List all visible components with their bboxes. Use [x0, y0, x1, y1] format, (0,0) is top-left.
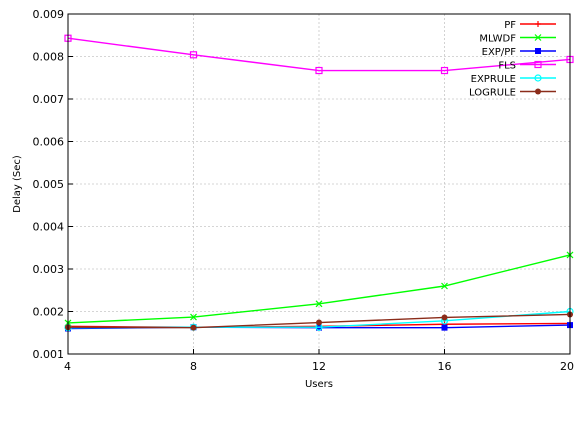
legend-item: LOGRULE	[469, 88, 556, 99]
data-point	[441, 314, 448, 321]
legend-label: LOGRULE	[469, 88, 516, 99]
y-tick-label: 0.001	[33, 348, 65, 361]
data-point	[440, 66, 449, 75]
x-tick-label: 16	[438, 360, 452, 373]
data-point	[534, 34, 542, 41]
tick-labels: 0.001 0.002 0.003 0.004 0.005 0.006 0.007 0.008…	[33, 8, 575, 373]
legend-label: PF	[504, 20, 516, 31]
legend: PF MLWDF EXP/PF FLS EXPRULE LOGRULE	[469, 20, 556, 99]
x-tick-label: 8	[190, 360, 197, 373]
data-point	[190, 324, 197, 331]
data-point	[441, 324, 448, 331]
data-point	[315, 300, 323, 308]
legend-item: PF	[504, 20, 556, 31]
data-point	[535, 48, 541, 54]
x-tick-label: 4	[64, 360, 71, 373]
y-tick-label: 0.008	[33, 51, 65, 64]
data-point	[441, 282, 448, 290]
legend-label: FLS	[498, 61, 516, 72]
y-tick-label: 0.003	[33, 263, 65, 276]
legend-label: EXP/PF	[482, 47, 517, 58]
data-point	[534, 60, 542, 69]
grid-lines	[68, 14, 570, 354]
series-line	[67, 254, 571, 324]
y-tick-label: 0.004	[33, 221, 65, 234]
series-lines	[64, 34, 574, 332]
data-point	[535, 21, 541, 27]
x-axis-title: Users	[305, 379, 333, 390]
legend-item: EXPRULE	[471, 74, 556, 85]
data-point	[315, 66, 323, 75]
legend-item: FLS	[498, 61, 556, 72]
y-axis-title: Delay (Sec)	[12, 155, 23, 213]
series-line	[67, 37, 571, 72]
y-tick-label: 0.002	[33, 306, 65, 319]
legend-label: MLWDF	[479, 34, 516, 45]
legend-item: EXP/PF	[482, 47, 556, 58]
x-tick-label: 20	[560, 360, 574, 373]
series-logrule	[65, 311, 573, 331]
series-mlwdf	[64, 251, 574, 327]
data-point	[535, 88, 541, 95]
data-point	[316, 319, 322, 326]
x-tick-label: 12	[312, 360, 326, 373]
data-point	[190, 313, 197, 321]
data-point	[534, 74, 542, 82]
data-point	[189, 51, 198, 59]
legend-item: MLWDF	[479, 34, 556, 45]
y-tick-label: 0.006	[33, 136, 65, 149]
legend-label: EXPRULE	[471, 74, 516, 85]
y-tick-label: 0.005	[33, 178, 65, 191]
y-tick-label: 0.009	[33, 8, 65, 21]
y-tick-label: 0.007	[33, 93, 65, 106]
